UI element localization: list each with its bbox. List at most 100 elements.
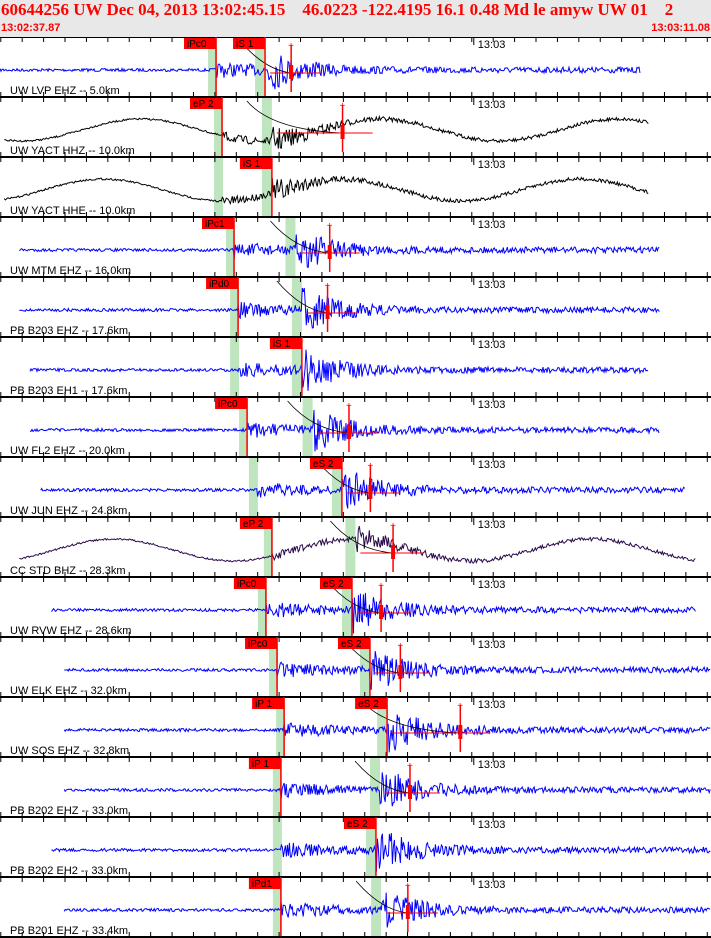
p-pick-flag [245, 638, 278, 649]
s-pick-label: iS 1 [236, 39, 254, 50]
s-window-band [359, 637, 370, 697]
coda-duration-bar [391, 545, 396, 559]
p-window-band [230, 337, 240, 397]
plus-marker: + [397, 641, 403, 652]
plus-marker: + [327, 221, 333, 232]
plus-marker: + [346, 401, 352, 412]
p-window-band [239, 397, 249, 457]
p-pick-label: iPc1 [205, 219, 225, 230]
s-window-band [371, 877, 382, 937]
coda-decay-curve [354, 760, 411, 794]
station-label: UW JUN EHZ -- 24.8km [10, 505, 127, 517]
plus-marker: + [390, 521, 396, 532]
minute-label: 13:03 [478, 819, 506, 831]
waveform-trace [63, 772, 711, 807]
p-pick-label: eP 2 [193, 99, 214, 110]
station-panel[interactable]: 13:03 iS 1 UW YACT HHE -- 10.0km [0, 156, 711, 217]
station-panel[interactable]: 13:03 iS 1 PB B203 EH1 -- 17.6km [0, 336, 711, 397]
p-window-band [214, 157, 224, 217]
window-start-time: 13:02:37.87 [1, 22, 61, 34]
station-panel[interactable]: 13:03 + eS 2 UW JUN EHZ -- 24.8km [0, 456, 711, 517]
p-pick-label: iPc0 [187, 39, 207, 50]
s-pick-flag [309, 458, 342, 469]
p-pick-flag [239, 518, 272, 529]
minute-label: 13:03 [478, 399, 506, 411]
coda-duration-bar [407, 785, 412, 799]
station-panel[interactable]: 13:03 + eP 2 CC STD BHZ -- 28.3km [0, 516, 711, 577]
s-pick-label: iS 1 [243, 159, 261, 170]
coda-decay-curve [246, 100, 343, 134]
station-label: UW FL2 EHZ -- 20.0km [10, 445, 125, 457]
p-window-band [226, 217, 236, 277]
p-window-band [208, 37, 218, 97]
s-window-band [291, 277, 302, 337]
station-label: PB B203 EHZ -- 17.6km [10, 325, 128, 337]
station-label: UW RVW EHZ -- 28.6km [10, 625, 131, 637]
s-window-band [255, 37, 266, 97]
s-pick-flag [355, 698, 388, 709]
station-panel[interactable]: 13:03 + iPc0 eS 2 UW RVW EHZ -- 28.6km [0, 576, 711, 637]
waveform-trace [29, 349, 649, 391]
plus-marker: + [407, 761, 413, 772]
plus-marker: + [405, 881, 411, 892]
station-label: UW YACT HHE -- 10.0km [10, 205, 135, 217]
station-label: PB B202 EH2 -- 33.0km [10, 865, 127, 877]
s-window-band [370, 757, 381, 817]
station-label: UW YACT HHZ -- 10.0km [10, 145, 135, 157]
coda-duration-bar [340, 125, 345, 139]
minute-label: 13:03 [478, 159, 506, 171]
coda-duration-bar [327, 245, 332, 259]
coda-duration-bar [289, 65, 294, 79]
s-window-band [345, 517, 356, 577]
s-window-band [331, 457, 342, 517]
p-pick-label: iP 1 [252, 759, 269, 770]
seismogram-panels[interactable]: 13:03 + iPc0 iS 1 UW LVP EHZ -- 5.0km 13:03 + e… [0, 37, 711, 938]
p-window-band [276, 697, 286, 757]
station-panel[interactable]: 13:03 + iP 1 PB B202 EHZ -- 33.0km [0, 756, 711, 817]
station-panel[interactable]: 13:03 + eP 2 UW YACT HHZ -- 10.0km [0, 96, 711, 157]
coda-duration-bar [368, 485, 373, 499]
plus-marker: + [457, 701, 463, 712]
s-window-band [261, 157, 272, 217]
minute-label: 13:03 [478, 339, 506, 351]
station-panel[interactable]: 13:03 + iPc0 UW FL2 EHZ -- 20.0km [0, 396, 711, 457]
s-pick-label: eS 2 [341, 639, 362, 650]
station-panel[interactable]: 13:03 + iPd1 PB B201 EHZ -- 33.4km [0, 876, 711, 937]
s-pick-flag [337, 638, 370, 649]
station-panel[interactable]: 13:03 eS 2 PB B202 EH2 -- 33.0km [0, 816, 711, 877]
plus-marker: + [325, 281, 331, 292]
p-pick-flag [233, 578, 266, 589]
station-panel[interactable]: 13:03 + iPc1 UW MTM EHZ -- 16.0km [0, 216, 711, 277]
waveform-trace [51, 833, 711, 872]
waveform-trace [19, 234, 660, 268]
coda-duration-bar [405, 905, 410, 919]
p-pick-flag [215, 398, 248, 409]
station-label: UW MTM EHZ -- 16.0km [10, 265, 131, 277]
station-panel[interactable]: 13:03 + iPc0 eS 2 UW ELK EHZ -- 32.0km [0, 636, 711, 697]
station-panel[interactable]: 13:03 + iPc0 iS 1 UW LVP EHZ -- 5.0km [0, 37, 711, 97]
station-label: PB B202 EHZ -- 33.0km [10, 805, 128, 817]
station-panel[interactable]: 13:03 + iPd0 PB B203 EHZ -- 17.6km [0, 276, 711, 337]
p-pick-label: iPd0 [209, 279, 229, 290]
plus-marker: + [340, 101, 346, 112]
coda-duration-bar [398, 665, 403, 679]
station-panel[interactable]: 13:03 + iP 1 eS 2 UW SQS EHZ -- 32.8km [0, 696, 711, 757]
minute-label: 13:03 [478, 219, 506, 231]
p-pick-label: iPc0 [237, 579, 257, 590]
s-pick-flag [239, 158, 272, 169]
s-pick-label: eS 2 [358, 699, 379, 710]
p-pick-flag [248, 878, 281, 889]
p-pick-label: iP 1 [255, 699, 272, 710]
p-pick-flag [252, 698, 285, 709]
coda-decay-curve [287, 400, 350, 434]
coda-duration-bar [325, 305, 330, 319]
s-pick-flag [343, 818, 376, 829]
p-window-band [257, 577, 267, 637]
waveform-trace [3, 175, 649, 206]
coda-duration-bar [458, 725, 463, 739]
station-label: PB B201 EHZ -- 33.4km [10, 925, 128, 937]
station-label: UW SQS EHZ -- 32.8km [10, 745, 129, 757]
p-pick-label: eP 2 [243, 519, 264, 530]
waveform-trace [40, 472, 686, 509]
s-window-band [302, 397, 313, 457]
